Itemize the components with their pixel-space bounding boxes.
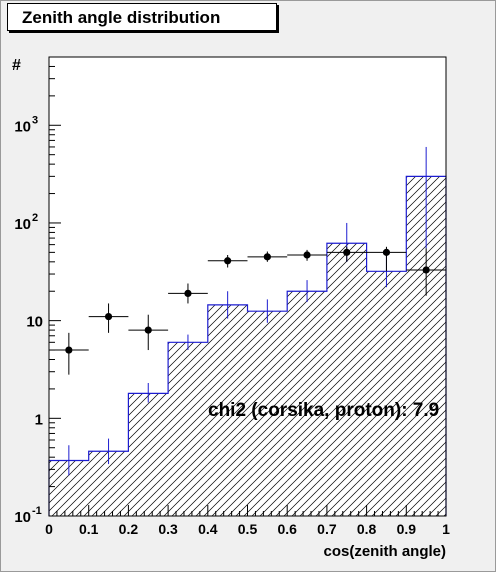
data-point [263, 253, 271, 261]
chi2-annotation: chi2 (corsika, proton): 7.9 [208, 400, 439, 421]
x-tick-label: 0.4 [198, 521, 218, 537]
y-tick-label: 10 [14, 216, 31, 233]
y-tick-label: 10 [14, 118, 31, 135]
x-tick-label: 0.3 [158, 521, 178, 537]
histogram-bar [247, 311, 288, 516]
histogram-bar [326, 243, 367, 516]
y-tick-label-exponent: 2 [32, 212, 38, 224]
x-tick-label: 0.7 [317, 521, 337, 537]
y-tick-label: 10 [26, 314, 43, 331]
data-point [422, 266, 430, 274]
histogram-bar [168, 342, 208, 516]
y-tick-label-exponent: 3 [32, 114, 38, 126]
x-tick-label: 0 [45, 521, 53, 537]
y-tick-label-exponent: -1 [32, 505, 42, 517]
data-point [224, 257, 232, 265]
x-tick-label: 0.2 [119, 521, 139, 537]
histogram-bar [128, 393, 169, 516]
data-point [104, 312, 113, 321]
data-points-layer [49, 246, 446, 375]
x-tick-label: 0.5 [238, 521, 258, 537]
histogram-bar [207, 304, 248, 516]
y-tick-label: 1 [35, 411, 43, 428]
data-point [144, 326, 152, 334]
data-point [184, 289, 192, 298]
x-tick-label: 0.8 [357, 521, 377, 537]
chart-title: Zenith angle distribution [7, 3, 277, 31]
y-tick-label: 10 [14, 509, 31, 526]
y-axis-label: # [12, 57, 21, 74]
x-tick-label: 0.6 [277, 521, 297, 537]
data-point [303, 251, 311, 259]
data-point [382, 248, 391, 256]
x-tick-label: 1 [442, 521, 450, 537]
histogram-bar [287, 291, 327, 516]
histogram-bar [366, 271, 407, 516]
x-tick-label: 0.9 [397, 521, 417, 537]
x-tick-label: 0.1 [79, 521, 99, 537]
histogram-layer [48, 146, 447, 516]
x-axis-label: cos(zenith angle) [323, 543, 446, 560]
data-point [65, 346, 73, 354]
data-point [343, 248, 351, 256]
